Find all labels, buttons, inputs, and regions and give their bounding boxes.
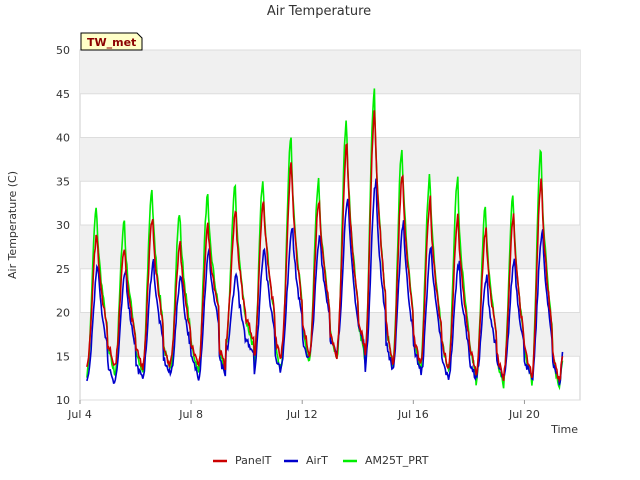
y-tick-label: 25 [56,263,70,276]
plot-band [80,50,580,94]
y-tick-label: 45 [56,88,70,101]
y-tick-label: 50 [56,44,70,57]
legend-label: AM25T_PRT [365,454,429,467]
y-tick-label: 15 [56,350,70,363]
x-tick-label: Jul 8 [178,408,203,421]
legend: PanelT AirT AM25T_PRT [213,454,429,467]
plot-band [80,137,580,182]
y-axis-ticks: 10 15 20 25 30 35 40 45 50 [56,44,70,407]
series-line-panelt [86,110,564,383]
series-lines [86,88,564,391]
y-tick-label: 35 [56,175,70,188]
site-tag: TW_met [80,32,143,51]
x-tick-label: Jul 4 [67,408,92,421]
x-tick-label: Jul 16 [397,408,429,421]
y-axis-label: Air Temperature (C) [6,171,19,279]
plot-band [80,225,580,269]
x-axis-label: Time [550,423,578,436]
series-line-airt [86,178,564,386]
x-tick-label: Jul 12 [286,408,318,421]
legend-label: PanelT [235,454,272,467]
y-tick-label: 40 [56,132,70,145]
x-axis-ticks: Jul 4 Jul 8 Jul 12 Jul 16 Jul 20 [67,400,540,421]
y-tick-label: 20 [56,307,70,320]
x-tick-label: Jul 20 [508,408,540,421]
y-tick-label: 30 [56,219,70,232]
chart-title: Air Temperature [267,4,371,19]
site-tag-label: TW_met [87,36,136,49]
y-tick-label: 10 [56,394,70,407]
legend-label: AirT [306,454,328,467]
